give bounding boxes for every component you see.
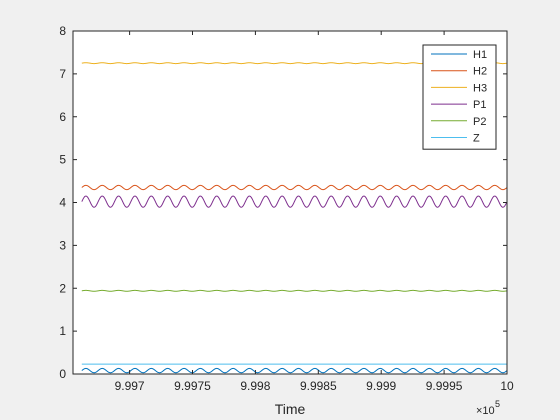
series-line-p2 bbox=[81, 289, 507, 292]
ticks-layer: 9.997 9.9975 9.998 9.9985 9.999 9.9995 10 0 1 2 3 4… bbox=[59, 24, 514, 393]
series-line-h2 bbox=[81, 184, 508, 191]
series-line-p1 bbox=[81, 195, 508, 208]
y-tick-label: 0 bbox=[59, 367, 66, 381]
x-exponent: ×10 5 bbox=[476, 399, 500, 417]
x-exponent-base: ×10 bbox=[476, 405, 495, 417]
x-exponent-power: 5 bbox=[495, 399, 500, 409]
y-tick-label: 7 bbox=[59, 67, 66, 81]
legend: H1 H2 H3 P1 P2 Z bbox=[422, 44, 497, 150]
y-tick-label: 3 bbox=[59, 238, 66, 252]
legend-label-h1: H1 bbox=[473, 49, 487, 61]
series-line-h1 bbox=[81, 367, 508, 374]
legend-label-h3: H3 bbox=[473, 82, 487, 94]
y-tick-label: 2 bbox=[59, 281, 66, 295]
x-tick-label: 9.9985 bbox=[300, 379, 337, 393]
legend-label-z: Z bbox=[473, 133, 480, 145]
legend-box bbox=[422, 44, 497, 150]
legend-label-p2: P2 bbox=[473, 116, 486, 128]
legend-label-h2: H2 bbox=[473, 66, 487, 78]
y-tick-label: 8 bbox=[59, 24, 66, 38]
y-tick-label: 6 bbox=[59, 110, 66, 124]
x-tick-label: 9.999 bbox=[366, 379, 396, 393]
y-tick-label: 4 bbox=[59, 196, 66, 210]
y-tick-label: 1 bbox=[59, 324, 66, 338]
x-tick-label: 9.997 bbox=[115, 379, 145, 393]
y-tick-label: 5 bbox=[59, 153, 66, 167]
x-tick-label: 10 bbox=[500, 379, 514, 393]
x-tick-label: 9.998 bbox=[240, 379, 270, 393]
legend-label-p1: P1 bbox=[473, 99, 486, 111]
x-tick-label: 9.9975 bbox=[174, 379, 211, 393]
x-axis-label: Time bbox=[275, 401, 306, 417]
x-tick-label: 9.9995 bbox=[426, 379, 463, 393]
